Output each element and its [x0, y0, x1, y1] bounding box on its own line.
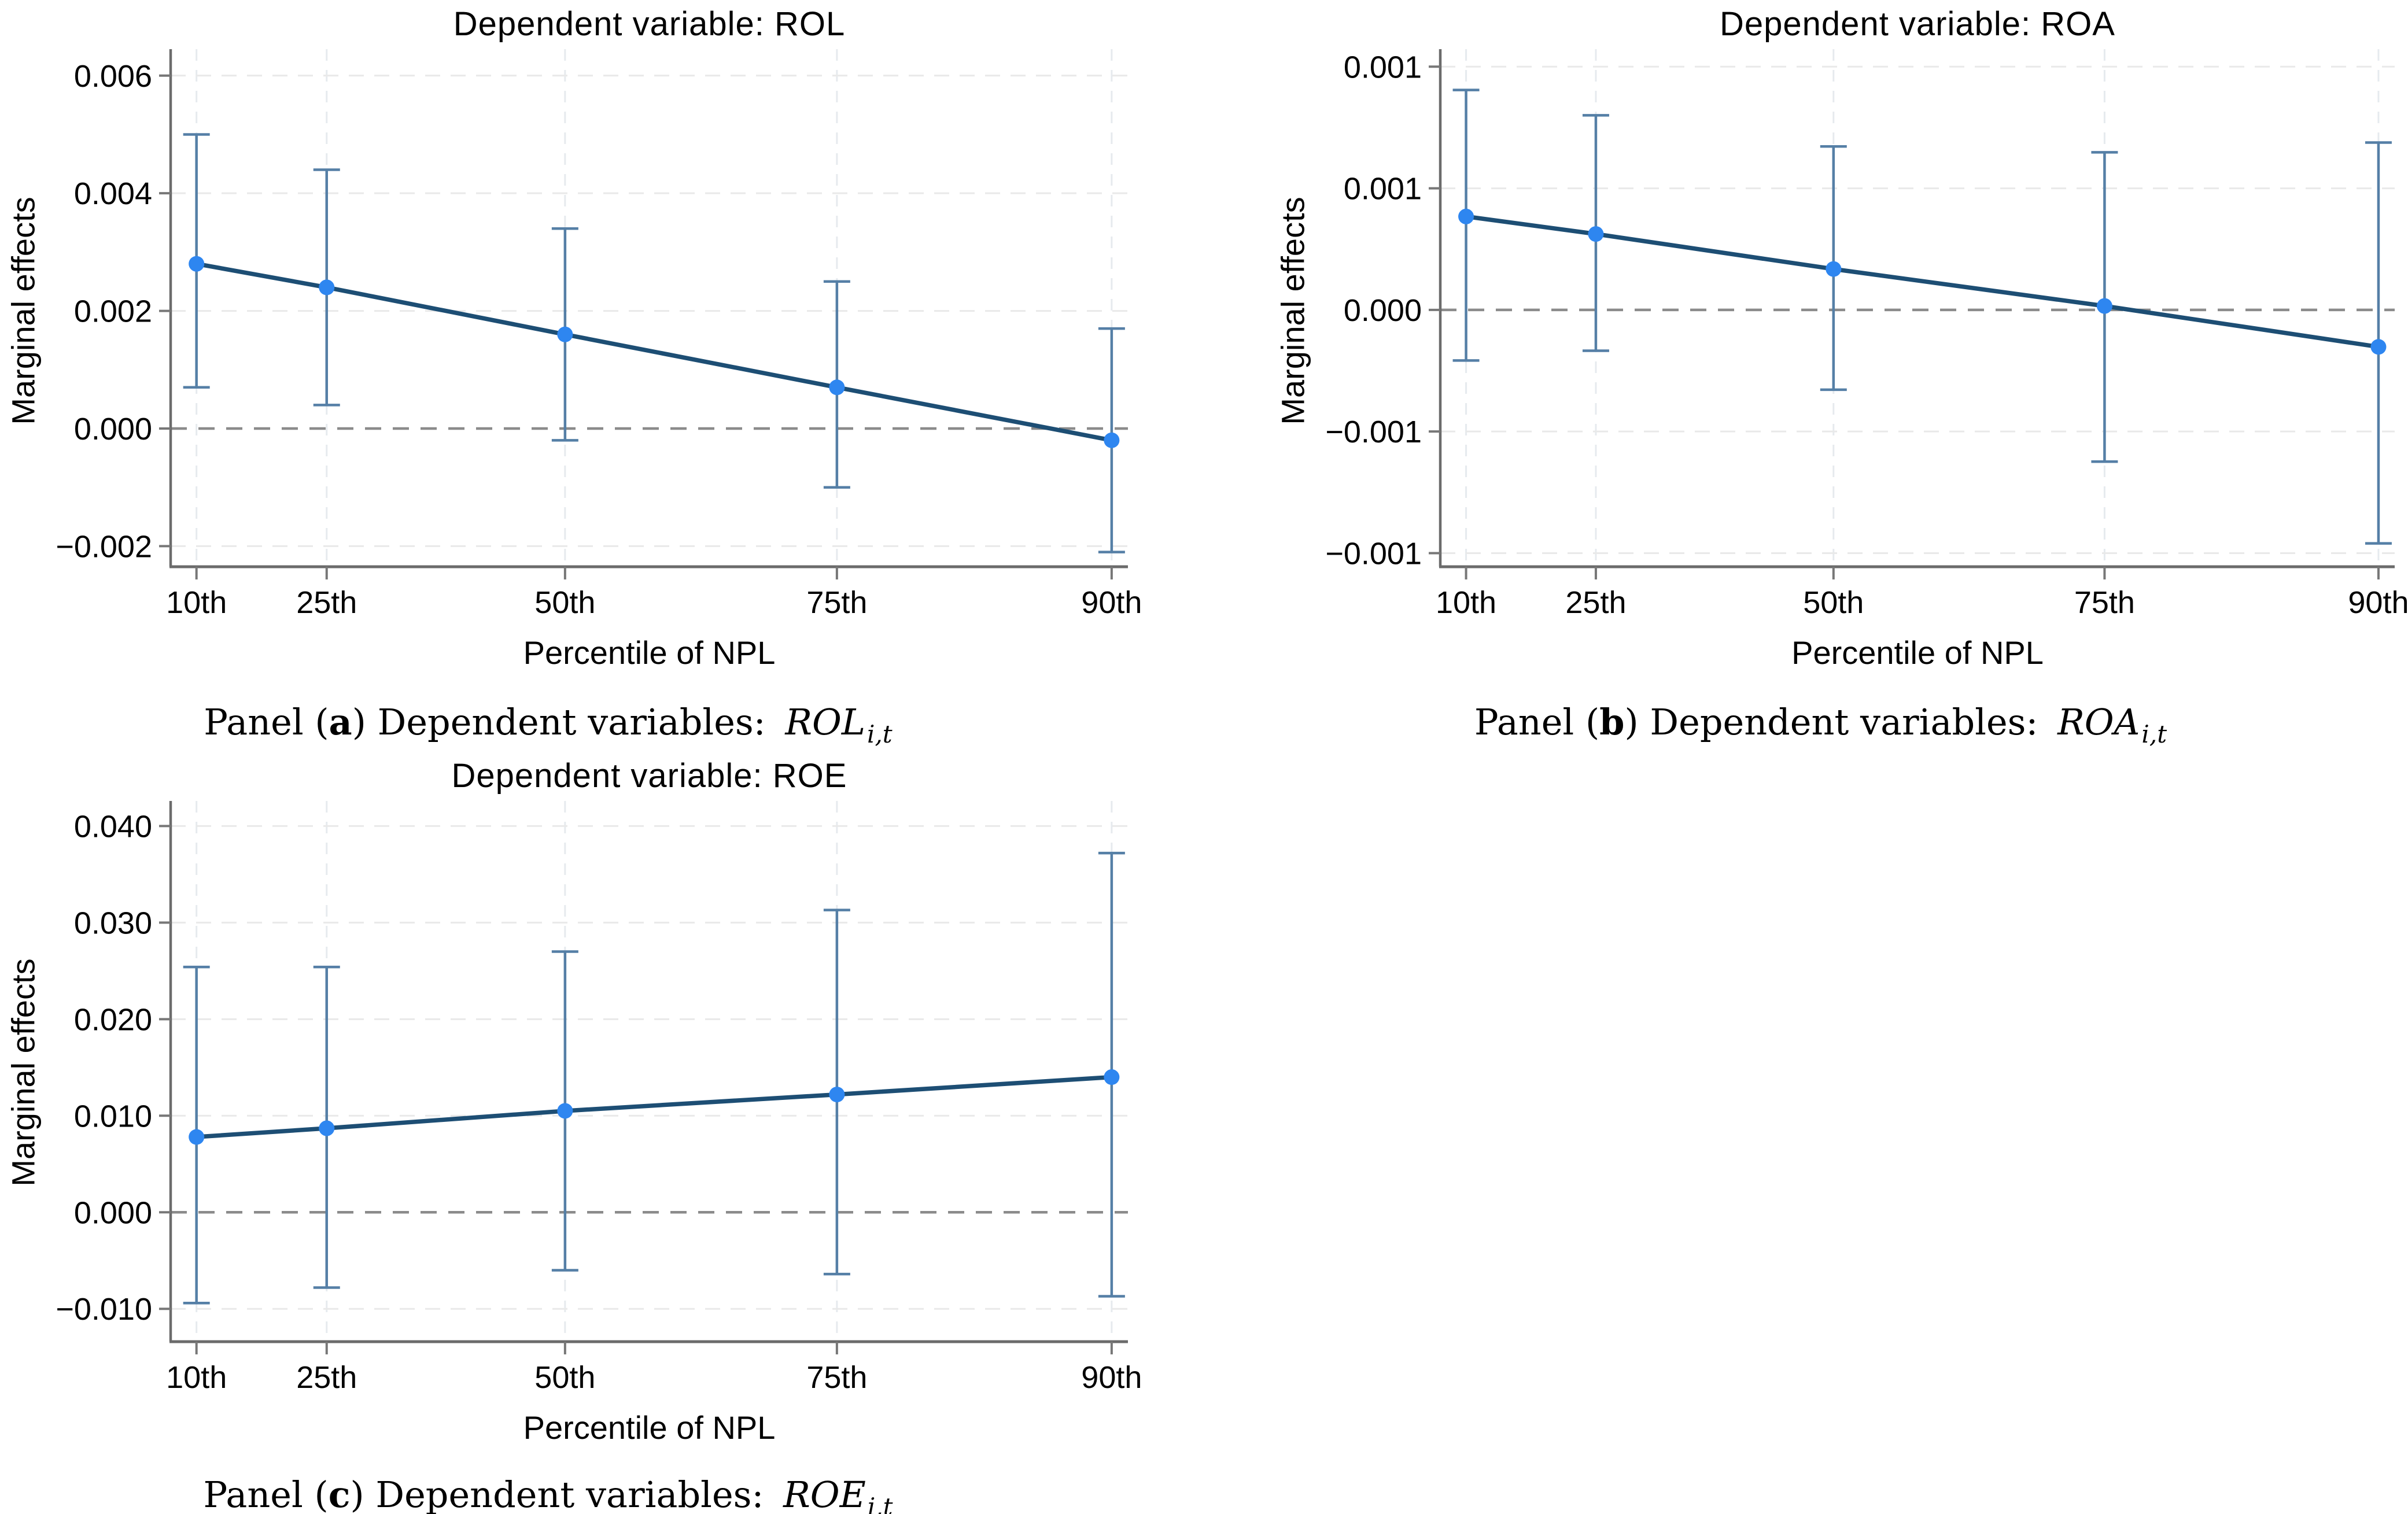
y-tick-label: 0.010 [74, 1099, 152, 1133]
y-tick-label: 0.002 [74, 294, 152, 329]
y-tick-label: 0.000 [1344, 293, 1422, 328]
panel-a-x-axis-label: Percentile of NPL [523, 634, 776, 671]
caption-subscript: i,t [2141, 720, 2167, 748]
x-tick-label: 10th [1436, 585, 1496, 620]
data-point [829, 1087, 845, 1103]
x-tick-label: 50th [534, 1360, 595, 1395]
panel-a-caption: Panel (a) Dependent variables: ROLi,t [69, 701, 1027, 748]
x-tick-label: 50th [1803, 585, 1864, 620]
x-tick-label: 90th [1081, 585, 1142, 620]
x-tick-label: 90th [1081, 1360, 1142, 1395]
caption-subscript: i,t [867, 720, 893, 748]
panel-b-caption: Panel (b) Dependent variables: ROAi,t [1342, 701, 2299, 748]
x-tick-label: 25th [296, 585, 357, 620]
caption-variable: ROE [783, 1474, 866, 1514]
y-tick-label: 0.001 [1344, 50, 1422, 84]
caption-variable: ROL [785, 701, 866, 743]
y-tick-label: −0.001 [1325, 415, 1422, 449]
data-point [1104, 432, 1120, 448]
data-point [189, 1129, 205, 1145]
caption-subscript: i,t [867, 1493, 893, 1514]
y-tick-label: 0.040 [74, 809, 152, 844]
y-tick-label: 0.030 [74, 906, 152, 940]
y-tick-label: −0.002 [56, 529, 152, 564]
x-tick-label: 90th [2348, 585, 2408, 620]
caption-suffix: ) Dependent variables: [352, 701, 777, 743]
y-tick-label: 0.020 [74, 1002, 152, 1037]
x-tick-label: 75th [806, 1360, 867, 1395]
panel-c-caption: Panel (c) Dependent variables: ROEi,t [69, 1474, 1027, 1514]
panel-c-title: Dependent variable: ROE [451, 757, 847, 795]
data-point [557, 326, 573, 342]
data-point [2370, 339, 2387, 355]
x-tick-label: 10th [166, 585, 227, 620]
data-point [1104, 1069, 1120, 1085]
y-tick-label: 0.000 [74, 412, 152, 446]
caption-prefix: Panel ( [1474, 701, 1600, 743]
x-tick-label: 75th [2074, 585, 2135, 620]
caption-panel-letter: b [1599, 701, 1625, 743]
data-point [829, 379, 845, 396]
panel-b-title: Dependent variable: ROA [1720, 5, 2115, 43]
data-point [189, 256, 205, 272]
caption-prefix: Panel ( [203, 1474, 329, 1514]
data-point [2096, 298, 2112, 314]
y-tick-label: −0.001 [1325, 536, 1422, 571]
x-tick-label: 10th [166, 1360, 227, 1395]
y-tick-label: 0.000 [74, 1195, 152, 1230]
y-tick-label: −0.010 [56, 1292, 152, 1327]
panel-a-y-axis-label: Marginal effects [5, 197, 42, 425]
panel-c-y-axis-label: Marginal effects [5, 958, 42, 1187]
y-tick-label: 0.004 [74, 176, 152, 211]
x-tick-label: 25th [296, 1360, 357, 1395]
caption-variable: ROA [2057, 701, 2140, 743]
data-point [1588, 226, 1604, 242]
x-tick-label: 50th [534, 585, 595, 620]
x-tick-label: 75th [806, 585, 867, 620]
data-point [1826, 261, 1842, 277]
y-tick-label: 0.001 [1344, 172, 1422, 206]
caption-prefix: Panel ( [204, 701, 329, 743]
data-point [557, 1103, 573, 1119]
data-point [319, 1120, 335, 1136]
y-tick-label: 0.006 [74, 59, 152, 94]
caption-panel-letter: c [328, 1474, 351, 1514]
caption-panel-letter: a [329, 701, 352, 743]
caption-suffix: ) Dependent variables: [350, 1474, 776, 1514]
caption-suffix: ) Dependent variables: [1624, 701, 2050, 743]
data-point [319, 279, 335, 296]
panel-a-title: Dependent variable: ROL [453, 5, 846, 43]
panel-c-x-axis-label: Percentile of NPL [523, 1409, 776, 1446]
panel-b-y-axis-label: Marginal effects [1274, 197, 1311, 425]
x-tick-label: 25th [1565, 585, 1626, 620]
data-point [1458, 208, 1474, 224]
panel-b-x-axis-label: Percentile of NPL [1791, 634, 2044, 671]
